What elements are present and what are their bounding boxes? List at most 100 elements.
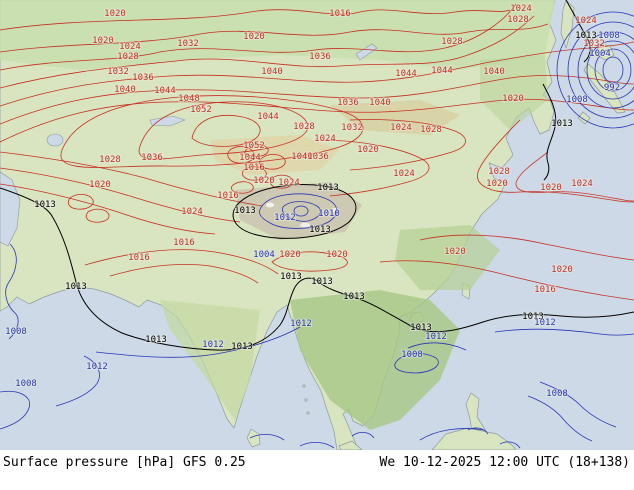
pressure-label: 1008 bbox=[598, 31, 620, 41]
pressure-label: 1052 bbox=[190, 105, 212, 115]
pressure-label: 1013 bbox=[309, 225, 331, 235]
pressure-label: 1024 bbox=[510, 4, 532, 14]
pressure-label: 1024 bbox=[571, 179, 593, 189]
island bbox=[338, 440, 363, 450]
pressure-label: 1020 bbox=[502, 94, 524, 104]
pressure-label: 1013 bbox=[231, 342, 253, 352]
pressure-label: 1024 bbox=[278, 178, 300, 188]
pressure-label: 1028 bbox=[488, 167, 510, 177]
pressure-label: 1013 bbox=[551, 119, 573, 129]
pressure-label: 1020 bbox=[104, 9, 126, 19]
pressure-label: 1048 bbox=[178, 94, 200, 104]
pressure-label: 1013 bbox=[575, 31, 597, 41]
reference-isobars bbox=[0, 0, 634, 351]
lake bbox=[149, 115, 186, 127]
pressure-label: 1012 bbox=[534, 318, 556, 328]
pressure-label: 1013 bbox=[410, 323, 432, 333]
pressure-label: 1013 bbox=[34, 200, 56, 210]
pressure-label: 1044 bbox=[431, 66, 453, 76]
lake bbox=[46, 133, 64, 147]
pressure-label: 1020 bbox=[92, 36, 114, 46]
pressure-label: 1024 bbox=[119, 42, 141, 52]
pressure-label: 1016 bbox=[217, 191, 239, 201]
pressure-label: 1028 bbox=[420, 125, 442, 135]
pressure-label: 1012 bbox=[425, 332, 447, 342]
pressure-label: 1013 bbox=[234, 206, 256, 216]
pressure-label: 1016 bbox=[173, 238, 195, 248]
island bbox=[304, 398, 308, 402]
pressure-label: 1036 bbox=[337, 98, 359, 108]
low-pressure-isobars bbox=[0, 11, 634, 449]
pressure-label: 1024 bbox=[575, 16, 597, 26]
pressure-label: 1024 bbox=[314, 134, 336, 144]
pressure-label: 1040 bbox=[261, 67, 283, 77]
pressure-label: 1040 bbox=[114, 85, 136, 95]
pressure-label: 1008 bbox=[546, 389, 568, 399]
terrain-shading bbox=[0, 0, 555, 430]
pressure-label: 1012 bbox=[86, 362, 108, 372]
pressure-label: 1016 bbox=[243, 163, 265, 173]
pressure-label: 1028 bbox=[507, 15, 529, 25]
island bbox=[302, 384, 306, 388]
pressure-label: 1020 bbox=[486, 179, 508, 189]
pressure-label: 1013 bbox=[317, 183, 339, 193]
pressure-label: 1028 bbox=[99, 155, 121, 165]
lakes bbox=[0, 43, 378, 247]
pressure-label: 1020 bbox=[89, 180, 111, 190]
pressure-label: 1012 bbox=[274, 213, 296, 223]
island bbox=[306, 411, 310, 415]
pressure-label: 1013 bbox=[280, 272, 302, 282]
island bbox=[431, 427, 517, 450]
pressure-label: 1016 bbox=[128, 253, 150, 263]
pressure-label: 1040 bbox=[483, 67, 505, 77]
pressure-label: 1004 bbox=[589, 49, 611, 59]
lake bbox=[355, 43, 378, 61]
pressure-label: 1020 bbox=[279, 250, 301, 260]
pressure-label: 1028 bbox=[293, 122, 315, 132]
pressure-label: 1020 bbox=[326, 250, 348, 260]
pressure-label: 1032 bbox=[107, 67, 129, 77]
pressure-label: 1008 bbox=[401, 350, 423, 360]
pressure-label: 1044 bbox=[239, 153, 261, 163]
pressure-label: 1020 bbox=[253, 176, 275, 186]
pressure-label: 1020 bbox=[540, 183, 562, 193]
pressure-label: 1008 bbox=[5, 327, 27, 337]
product-label: Surface pressure [hPa] GFS 0.25 bbox=[3, 455, 246, 470]
pressure-label: 1044 bbox=[257, 112, 279, 122]
pressure-label: 1016 bbox=[534, 285, 556, 295]
pressure-label: 1052 bbox=[243, 141, 265, 151]
pressure-label: 1013 bbox=[65, 282, 87, 292]
high-pressure-isobars bbox=[0, 3, 634, 301]
pressure-label: 1036 bbox=[307, 152, 329, 162]
pressure-label: 1044 bbox=[395, 69, 417, 79]
valid-time-label: We 10-12-2025 12:00 UTC (18+138) bbox=[379, 455, 630, 470]
pressure-label: 1008 bbox=[566, 95, 588, 105]
pressure-label: 1024 bbox=[390, 123, 412, 133]
map-area: 1020 1016 1024 1028 1024 1032 1013 1008 1004 1020… bbox=[0, 0, 634, 450]
pressure-label: 1013 bbox=[343, 292, 365, 302]
pressure-label: 1020 bbox=[444, 247, 466, 257]
pressure-label: 1016 bbox=[329, 9, 351, 19]
island bbox=[246, 428, 261, 448]
lake bbox=[0, 171, 21, 247]
pressure-label: 1008 bbox=[15, 379, 37, 389]
pressure-label: 1024 bbox=[393, 169, 415, 179]
island bbox=[560, 0, 575, 49]
pressure-label: 1020 bbox=[243, 32, 265, 42]
island bbox=[577, 111, 591, 125]
pressure-label: 1013 bbox=[145, 335, 167, 345]
pressure-label: 1013 bbox=[522, 312, 544, 322]
pressure-label: 1020 bbox=[357, 145, 379, 155]
pressure-label: 1032 bbox=[583, 39, 605, 49]
pressure-label: 1013 bbox=[311, 277, 333, 287]
pressure-label: 992 bbox=[604, 83, 620, 93]
pressure-label: 1012 bbox=[202, 340, 224, 350]
pressure-label: 1036 bbox=[141, 153, 163, 163]
pressure-label: 1040 bbox=[369, 98, 391, 108]
pressure-label: 1020 bbox=[551, 265, 573, 275]
pressure-label: 1044 bbox=[154, 86, 176, 96]
status-bar: Surface pressure [hPa] GFS 0.25 We 10-12… bbox=[0, 450, 634, 490]
